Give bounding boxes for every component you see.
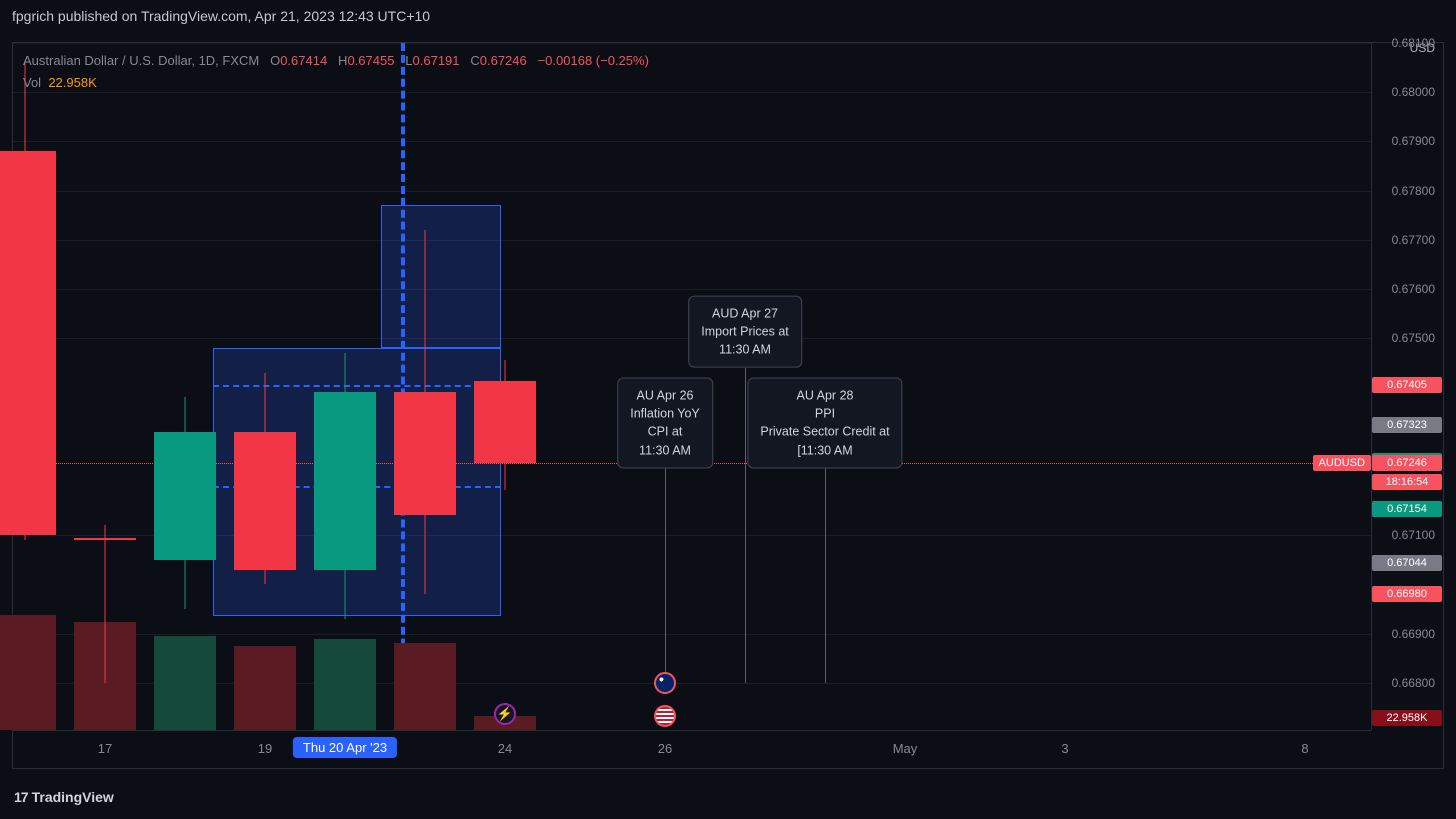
event-tooltip[interactable]: AU Apr 26Inflation YoYCPI at11:30 AM <box>617 378 713 469</box>
gridline <box>13 191 1371 192</box>
candle-body <box>234 432 296 570</box>
price-tag: 0.67323 <box>1372 417 1442 433</box>
price-tag: 0.67405 <box>1372 377 1442 393</box>
y-tick-label: 0.66800 <box>1392 676 1435 690</box>
tradingview-branding[interactable]: 17 TradingView <box>14 789 114 805</box>
volume-tag: 22.958K <box>1372 710 1442 726</box>
gridline <box>13 141 1371 142</box>
x-tick-label: 24 <box>498 741 512 756</box>
candle[interactable] <box>234 43 296 730</box>
gridline <box>13 240 1371 241</box>
candle[interactable] <box>394 43 456 730</box>
chart-container: Australian Dollar / U.S. Dollar, 1D, FXC… <box>12 42 1444 769</box>
y-tick-label: 0.67600 <box>1392 282 1435 296</box>
x-tick-label: May <box>893 741 918 756</box>
candle-body <box>154 432 216 560</box>
event-tooltip[interactable]: AU Apr 28PPIPrivate Sector Credit at[11:… <box>747 378 902 469</box>
candle-body <box>394 392 456 515</box>
event-tooltip[interactable]: AUD Apr 27Import Prices at11:30 AM <box>688 295 802 367</box>
gridline <box>13 289 1371 290</box>
candle[interactable] <box>74 43 136 730</box>
flag-au-icon[interactable] <box>654 672 676 694</box>
ohlc-info-row: Australian Dollar / U.S. Dollar, 1D, FXC… <box>23 53 649 68</box>
x-tick-label: 19 <box>258 741 272 756</box>
candle[interactable] <box>154 43 216 730</box>
candle-wick <box>104 525 105 682</box>
chart-plot-area[interactable]: Australian Dollar / U.S. Dollar, 1D, FXC… <box>13 43 1371 730</box>
x-tick-label: 26 <box>658 741 672 756</box>
earnings-icon[interactable]: ⚡ <box>494 703 516 725</box>
symbol-tag: AUDUSD <box>1313 455 1371 471</box>
y-tick-label: 0.67800 <box>1392 184 1435 198</box>
gridline <box>13 92 1371 93</box>
x-tick-label-current: Thu 20 Apr '23 <box>293 737 397 758</box>
candle-body <box>74 538 136 540</box>
candle-body <box>314 392 376 569</box>
candle[interactable] <box>0 43 56 730</box>
x-tick-label: 17 <box>98 741 112 756</box>
event-connector-line <box>665 468 666 683</box>
y-tick-label: 0.68000 <box>1392 85 1435 99</box>
x-tick-label: 3 <box>1061 741 1068 756</box>
y-tick-label: 0.67100 <box>1392 528 1435 542</box>
publish-header: fpgrich published on TradingView.com, Ap… <box>0 0 1456 32</box>
price-tag: 0.67044 <box>1372 555 1442 571</box>
volume-info-row: Vol 22.958K <box>23 75 97 90</box>
price-tag: 0.67246 <box>1372 455 1442 471</box>
gridline <box>13 43 1371 44</box>
y-tick-label: 0.67500 <box>1392 331 1435 345</box>
tradingview-brand-text: TradingView <box>32 789 114 805</box>
price-axis[interactable]: USD 0.681000.680000.679000.678000.677000… <box>1371 43 1443 730</box>
candle-body <box>474 381 536 464</box>
flag-us-icon[interactable] <box>654 705 676 727</box>
tradingview-logo-icon: 17 <box>14 789 26 805</box>
candle-body <box>0 151 56 535</box>
x-tick-label: 8 <box>1301 741 1308 756</box>
time-axis[interactable]: 17 19 Thu 20 Apr '23 24 26 May 3 8 <box>13 730 1371 768</box>
price-tag: 18:16:54 <box>1372 474 1442 490</box>
candle[interactable] <box>314 43 376 730</box>
price-tag: 0.67154 <box>1372 501 1442 517</box>
gridline <box>13 634 1371 635</box>
event-connector-line <box>745 368 746 683</box>
y-tick-label: 0.68100 <box>1392 36 1435 50</box>
price-tag: 0.66980 <box>1372 586 1442 602</box>
y-tick-label: 0.67700 <box>1392 233 1435 247</box>
y-tick-label: 0.66900 <box>1392 627 1435 641</box>
pair-label: Australian Dollar / U.S. Dollar, 1D, FXC… <box>23 53 259 68</box>
y-tick-label: 0.67900 <box>1392 134 1435 148</box>
event-connector-line <box>825 468 826 683</box>
candle[interactable] <box>474 43 536 730</box>
gridline <box>13 683 1371 684</box>
